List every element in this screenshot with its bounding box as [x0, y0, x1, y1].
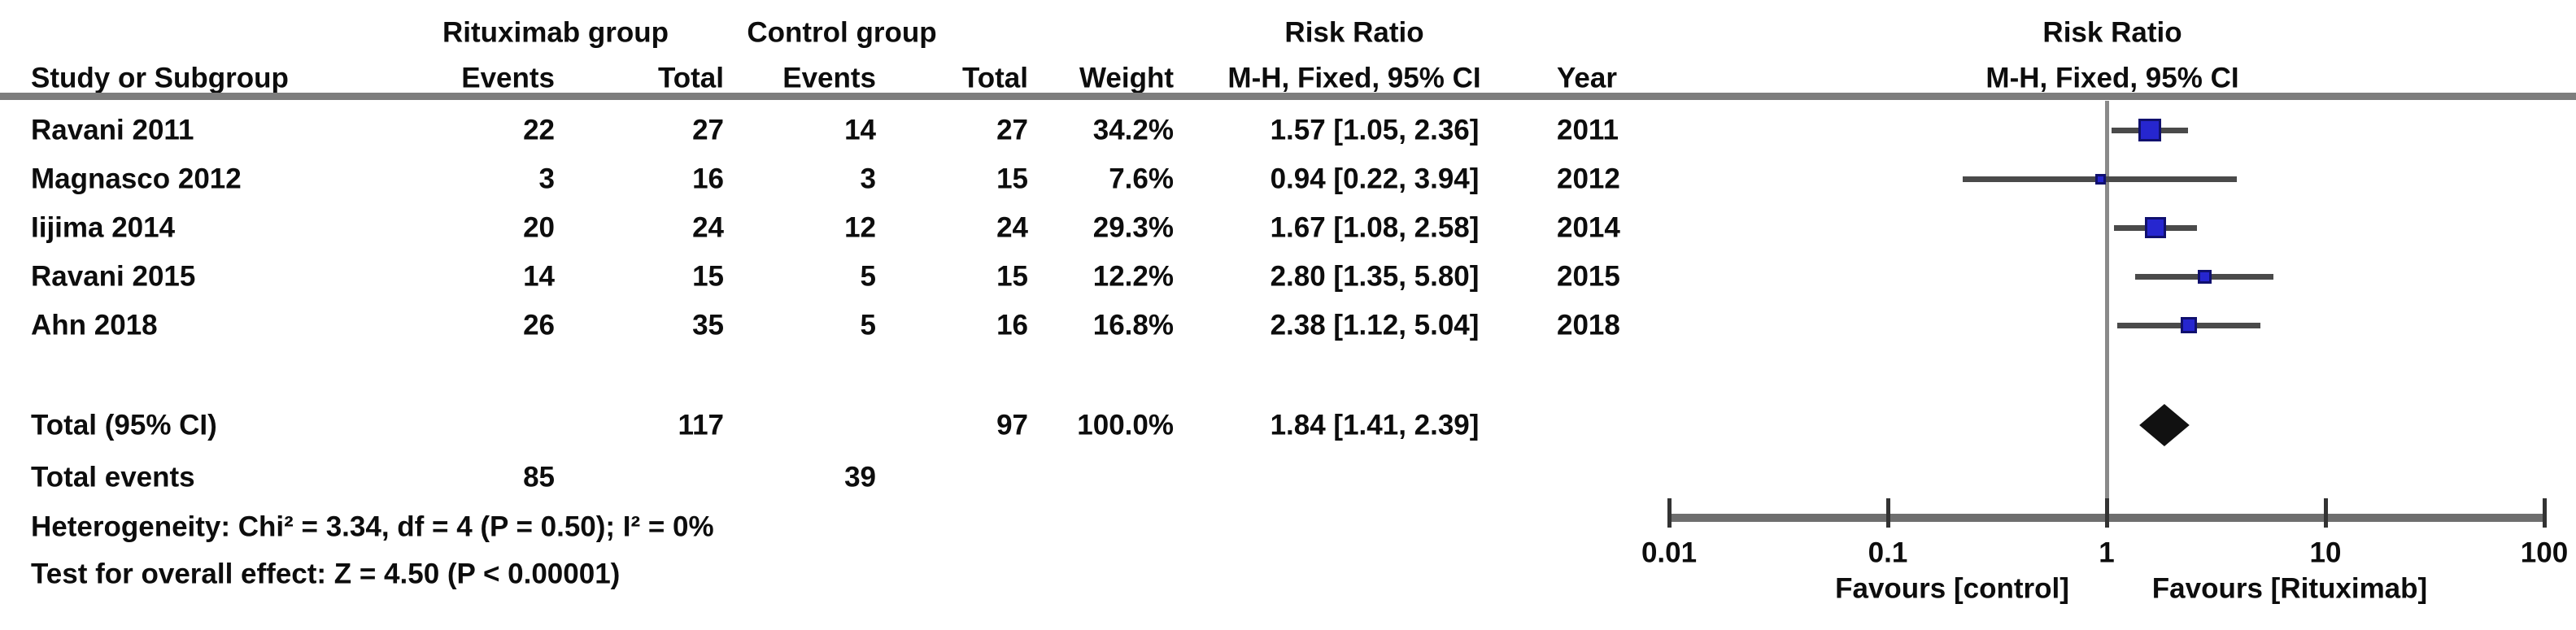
- study-rr-ci: 0.94 [0.22, 3.94]: [1270, 163, 1480, 195]
- total-events-value1: 85: [523, 461, 555, 493]
- control-total-header: Total: [961, 62, 1028, 94]
- study-weight: 7.6%: [1109, 163, 1174, 195]
- effect-square: [2181, 317, 2198, 333]
- study-total2: 16: [996, 309, 1028, 341]
- study-rr-ci: 1.67 [1.08, 2.58]: [1270, 211, 1480, 244]
- summary-diamond: [2139, 404, 2190, 446]
- effect-square: [2095, 173, 2107, 185]
- study-weight: 16.8%: [1092, 309, 1174, 341]
- favours-control-label: Favours [control]: [1835, 572, 2069, 605]
- study-weight: 29.3%: [1092, 211, 1174, 244]
- study-total2: 24: [996, 211, 1028, 244]
- study-weight: 12.2%: [1092, 260, 1174, 293]
- study-rr-ci: 2.80 [1.35, 5.80]: [1270, 260, 1480, 293]
- axis-tick-label: 0.01: [1641, 537, 1698, 569]
- axis-tick: [2324, 498, 2328, 528]
- study-total2: 15: [996, 163, 1028, 195]
- study-events2: 3: [860, 163, 876, 195]
- axis-tick-label: 10: [2309, 537, 2342, 569]
- study-events1: 22: [523, 114, 555, 146]
- study-events1: 3: [538, 163, 555, 195]
- study-rr-ci: 1.57 [1.05, 2.36]: [1270, 114, 1480, 146]
- method-header-right: M-H, Fixed, 95% CI: [1985, 62, 2239, 94]
- study-total1: 16: [692, 163, 724, 195]
- study-subgroup-header: Study or Subgroup: [31, 62, 289, 94]
- study-year: 2011: [1557, 114, 1619, 146]
- total-row-rr-ci: 1.84 [1.41, 2.39]: [1270, 409, 1480, 441]
- weight-header: Weight: [1079, 62, 1174, 94]
- overall-effect-text: Test for overall effect: Z = 4.50 (P < 0…: [31, 558, 621, 590]
- axis-tick: [1667, 498, 1672, 528]
- method-header-left: M-H, Fixed, 95% CI: [1227, 62, 1481, 94]
- study-events1: 26: [523, 309, 555, 341]
- risk-ratio-header-right: Risk Ratio: [2042, 16, 2182, 49]
- total-row-label: Total (95% CI): [31, 409, 217, 441]
- study-year: 2015: [1557, 260, 1620, 293]
- study-name: Iijima 2014: [31, 211, 176, 244]
- total-row-weight: 100.0%: [1077, 409, 1174, 441]
- control-group-header: Control group: [747, 16, 937, 49]
- total-events-value2: 39: [844, 461, 876, 493]
- study-name: Ravani 2015: [31, 260, 196, 293]
- study-name: Ravani 2011: [31, 114, 194, 146]
- favours-rituximab-label: Favours [Rituximab]: [2151, 572, 2428, 605]
- heterogeneity-text: Heterogeneity: Chi² = 3.34, df = 4 (P = …: [31, 511, 714, 543]
- study-total2: 27: [996, 114, 1028, 146]
- study-year: 2018: [1557, 309, 1620, 341]
- year-header: Year: [1557, 62, 1617, 94]
- study-events2: 12: [844, 211, 876, 244]
- axis-tick-label: 0.1: [1868, 537, 1908, 569]
- study-total1: 27: [692, 114, 724, 146]
- study-events2: 5: [860, 260, 876, 293]
- study-name: Magnasco 2012: [31, 163, 242, 195]
- study-year: 2012: [1557, 163, 1620, 195]
- study-rr-ci: 2.38 [1.12, 5.04]: [1270, 309, 1480, 341]
- study-name: Ahn 2018: [31, 309, 158, 341]
- study-total1: 24: [692, 211, 724, 244]
- axis-tick-label: 100: [2520, 537, 2569, 569]
- study-events2: 14: [844, 114, 876, 146]
- study-year: 2014: [1557, 211, 1620, 244]
- study-total1: 15: [692, 260, 724, 293]
- axis-tick: [2543, 498, 2547, 528]
- total-row-total1: 117: [678, 409, 724, 441]
- axis-tick: [2105, 498, 2109, 528]
- total-row-total2: 97: [996, 409, 1028, 441]
- study-events1: 20: [523, 211, 555, 244]
- axis-tick-label: 1: [2099, 537, 2115, 569]
- total-events-label: Total events: [31, 461, 195, 493]
- rituximab-group-header: Rituximab group: [442, 16, 669, 49]
- null-effect-line: [2105, 101, 2109, 524]
- study-events2: 5: [860, 309, 876, 341]
- control-events-header: Events: [782, 62, 876, 94]
- rituximab-total-header: Total: [657, 62, 724, 94]
- effect-square: [2138, 119, 2161, 141]
- effect-square: [2197, 269, 2212, 284]
- header-separator-line: [0, 93, 2576, 100]
- risk-ratio-header-left: Risk Ratio: [1284, 16, 1424, 49]
- study-weight: 34.2%: [1092, 114, 1174, 146]
- study-total1: 35: [692, 309, 724, 341]
- axis-tick: [1886, 498, 1890, 528]
- effect-square: [2144, 217, 2166, 238]
- rituximab-events-header: Events: [461, 62, 555, 94]
- study-total2: 15: [996, 260, 1028, 293]
- study-events1: 14: [523, 260, 555, 293]
